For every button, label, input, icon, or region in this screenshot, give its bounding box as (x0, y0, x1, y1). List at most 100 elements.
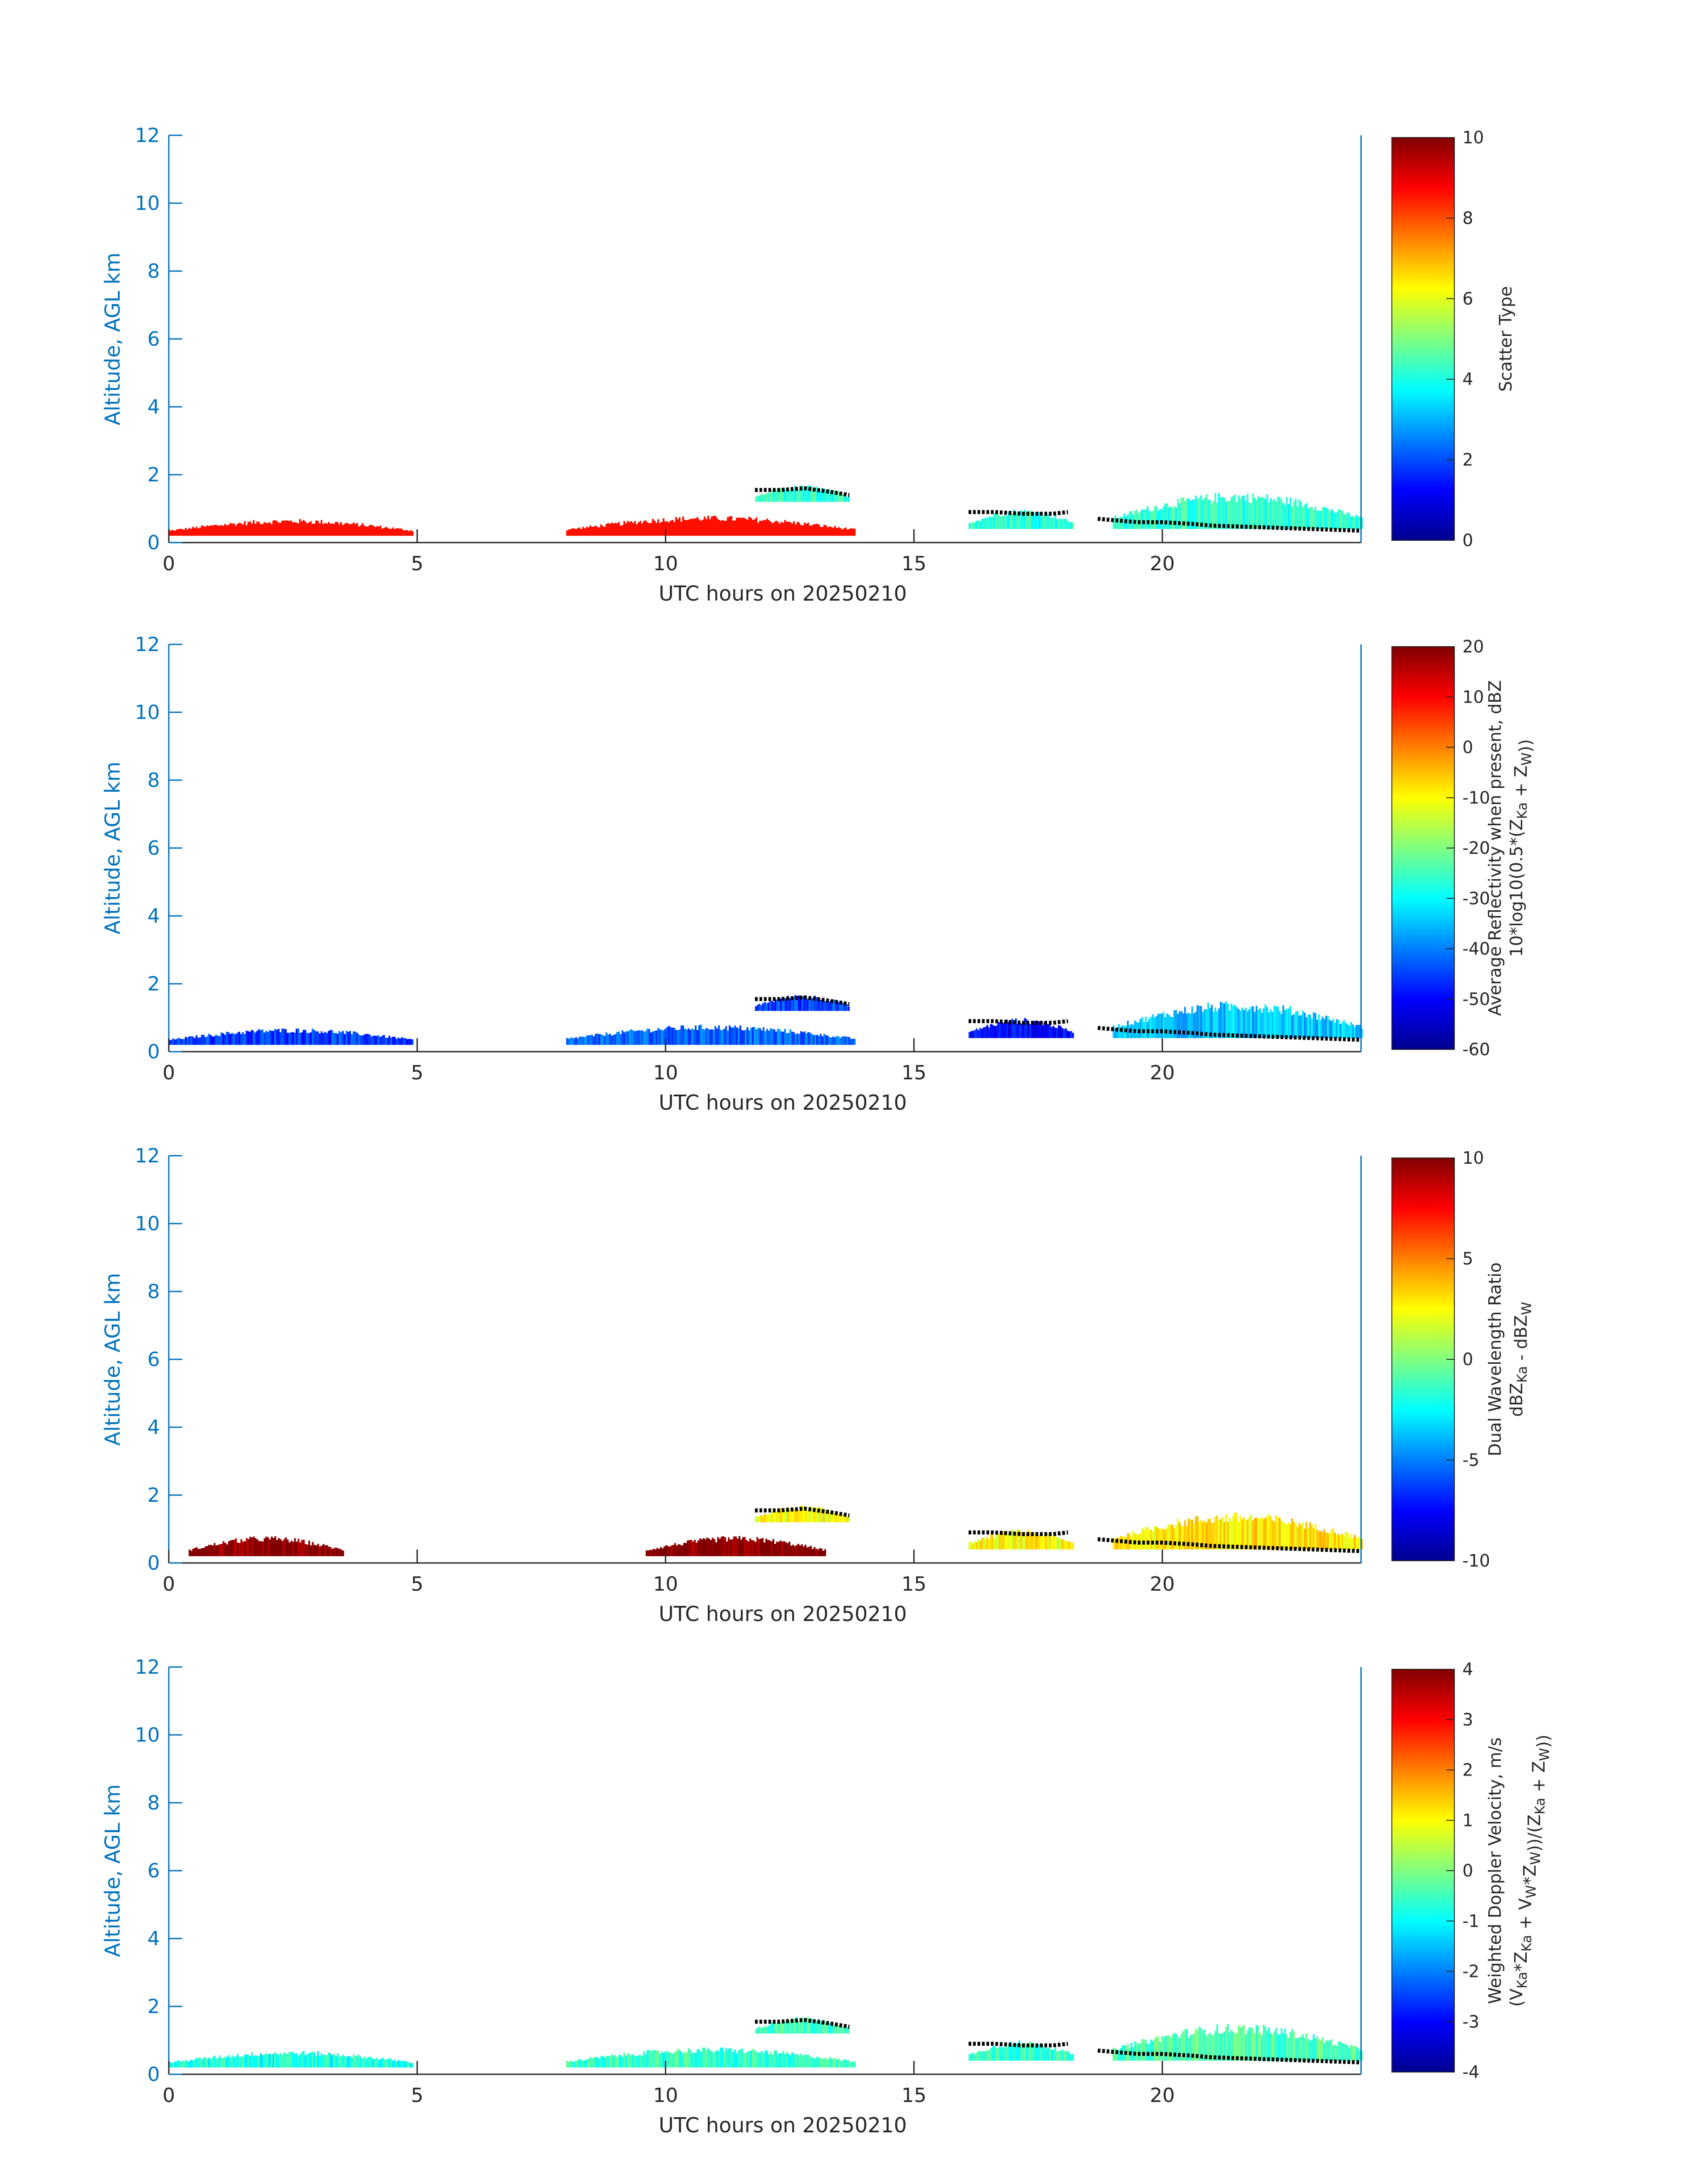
data-cell (1345, 1023, 1347, 1038)
data-cell (233, 1539, 235, 1556)
data-cell (761, 1030, 763, 1045)
data-cell (719, 1538, 721, 1556)
data-cell (588, 1035, 589, 1045)
data-cell (672, 520, 673, 536)
data-cell (607, 2056, 609, 2068)
data-cell (703, 1538, 705, 1556)
data-cell (1346, 1024, 1349, 1038)
data-cell (781, 1542, 783, 1556)
data-cell (760, 1538, 762, 1556)
data-cell (1336, 512, 1338, 529)
data-cell (1219, 2033, 1222, 2061)
data-cell (1044, 514, 1046, 529)
data-cell (251, 1030, 253, 1045)
data-cell (1116, 2049, 1118, 2061)
data-cell (1189, 1520, 1191, 1550)
data-cell (1307, 2039, 1309, 2061)
data-cell (1332, 1019, 1334, 1038)
data-cell (727, 2049, 729, 2068)
x-tick-label: 10 (653, 1573, 678, 1596)
data-cell (970, 1031, 973, 1038)
data-cell (652, 2051, 654, 2068)
data-cell (584, 1037, 586, 1045)
data-cell (819, 1000, 821, 1011)
data-cell (776, 1511, 778, 1522)
data-cell (176, 529, 178, 536)
data-cell (831, 1512, 834, 1522)
data-cell (1187, 1012, 1190, 1038)
data-cell (1052, 2049, 1055, 2061)
data-cell (1161, 1013, 1163, 1038)
data-cell (1266, 1007, 1268, 1038)
data-cell (1178, 1522, 1181, 1550)
data-cell (1228, 501, 1231, 529)
data-cell (1002, 1531, 1005, 1550)
data-cell (1246, 1519, 1249, 1550)
data-cell (376, 2058, 378, 2068)
data-cell (695, 1025, 697, 1045)
data-cell (604, 526, 606, 536)
data-cell (1056, 2051, 1058, 2061)
data-cell (1150, 1529, 1152, 1550)
colorbar-tick-label: 5 (1462, 1249, 1473, 1269)
data-cell (805, 1506, 807, 1522)
data-cell (374, 527, 376, 536)
data-cell (598, 1034, 600, 1045)
data-cell (1237, 495, 1240, 529)
data-cell (235, 526, 237, 536)
data-cell (726, 1541, 728, 1556)
data-cell (1029, 2041, 1031, 2061)
data-cell (1144, 509, 1147, 529)
data-cell (686, 1029, 688, 1045)
data-cell (237, 1032, 238, 1045)
data-cell (613, 523, 614, 536)
data-cell (756, 1537, 758, 1556)
data-cell (310, 1545, 312, 1556)
data-cell (730, 1539, 731, 1556)
data-cell (1209, 1518, 1211, 1550)
data-cell (224, 2056, 226, 2068)
data-cell (1227, 1003, 1229, 1038)
data-cell (817, 1549, 819, 1556)
data-cell (1216, 2024, 1218, 2061)
data-cell (787, 2019, 789, 2034)
data-cell (794, 485, 796, 502)
data-cell (842, 1516, 844, 1522)
data-cell (817, 2018, 819, 2034)
data-cell (333, 523, 335, 536)
data-cell (321, 1031, 322, 1045)
data-cell (754, 1027, 756, 1045)
data-cell (346, 2056, 347, 2068)
data-cell (1019, 1022, 1021, 1038)
data-cell (1169, 1525, 1172, 1550)
colorbar (1391, 1157, 1455, 1561)
data-cell (1316, 1020, 1318, 1038)
data-cell (1228, 1010, 1231, 1038)
data-cell (281, 521, 283, 536)
data-cell (1194, 495, 1197, 529)
data-cell (580, 2060, 582, 2068)
data-cell (731, 2048, 732, 2068)
data-cell (807, 522, 809, 536)
data-cell (731, 1027, 732, 1045)
data-cell (1026, 2045, 1028, 2061)
data-cell (287, 2053, 288, 2068)
data-cell (848, 1006, 850, 1011)
data-cell (981, 1538, 983, 1550)
data-cell (846, 2027, 848, 2034)
data-cell (215, 2058, 217, 2068)
data-cell (1171, 1524, 1173, 1550)
data-cell (808, 1506, 810, 1522)
data-cell (783, 2022, 785, 2034)
data-cell (1054, 2048, 1057, 2061)
data-cell (997, 1022, 999, 1038)
data-cell (663, 2053, 664, 2068)
data-cell (1047, 514, 1049, 529)
data-cell (1237, 1009, 1240, 1038)
colorbar-tick-label: 0 (1462, 1350, 1473, 1369)
data-cell (1286, 1009, 1288, 1038)
data-cell (322, 1544, 325, 1556)
data-cell (568, 529, 570, 536)
data-cell (276, 521, 278, 536)
data-cell (748, 2051, 750, 2068)
